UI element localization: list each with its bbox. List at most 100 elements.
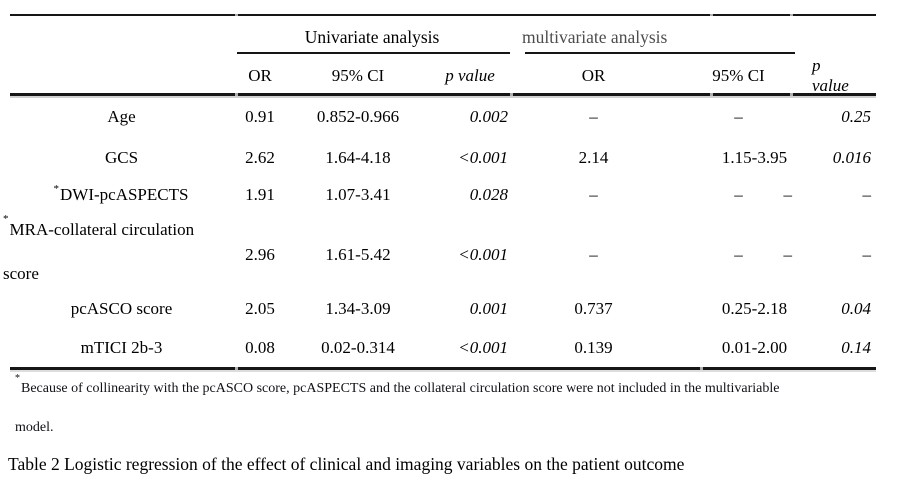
ci-multivariate-header: 95% CI: [712, 66, 765, 85]
p-univariate-value: 0.001: [469, 298, 508, 318]
rule-tick: [710, 93, 713, 96]
ci-univariate-value: 1.34-3.09: [325, 298, 391, 318]
or-multivariate-value: –: [589, 185, 598, 204]
footnote-text: Because of collinearity with the pcASCO …: [21, 381, 780, 396]
p-univariate-value: <0.001: [458, 148, 508, 167]
or-univariate-value: 2.62: [245, 148, 275, 167]
p-multivariate-value: 0.14: [841, 338, 871, 357]
table-header-rule: [10, 93, 876, 96]
univariate-group-header: Univariate analysis: [304, 27, 440, 47]
table-row: pcASCO score 2.05 1.34-3.09 0.001 0.737 …: [10, 291, 876, 326]
p-univariate-value: <0.001: [458, 244, 508, 264]
row-label-text: GCS: [104, 148, 139, 167]
table-top-rule: [10, 14, 876, 16]
rule-tick: [700, 367, 703, 370]
table-footnote-line2: model.: [15, 420, 54, 435]
ci-univariate-value: 1.61-5.42: [325, 244, 391, 264]
or-multivariate-value: 0.737: [574, 298, 613, 318]
row-label-text: DWI-pcASPECTS: [60, 185, 189, 204]
ci-multivariate-extra-dash: –: [783, 244, 793, 264]
column-gap: [512, 177, 522, 213]
row-label-text: Age: [107, 107, 136, 126]
ci-multivariate-text: 0.01-2.00: [721, 338, 788, 357]
ci-multivariate-extra-dash: –: [783, 185, 793, 204]
ci-multivariate-text: 1.15-3.95: [721, 148, 788, 167]
ci-multivariate-value: –: [665, 95, 812, 139]
row-label: mTICI 2b-3: [10, 326, 232, 370]
row-label: Age: [10, 95, 232, 139]
table-row: GCS 2.62 1.64-4.18 <0.001 2.14 1.15-3.95…: [10, 139, 876, 177]
ci-multivariate-text: –: [734, 244, 743, 264]
or-univariate-value: 2.96: [245, 244, 275, 264]
column-header-row: OR 95% CI p value OR 95% CI p value: [10, 56, 876, 96]
table-footnote-line1: *Because of collinearity with the pcASCO…: [15, 374, 900, 399]
or-univariate-header: OR: [248, 66, 272, 85]
multivariate-group-header: multivariate analysis: [522, 27, 668, 47]
rule-tick: [790, 93, 793, 96]
univariate-underline: [237, 52, 510, 54]
p-multivariate-value: 0.016: [832, 148, 871, 167]
column-gap: [512, 326, 522, 370]
or-multivariate-value: –: [589, 244, 598, 264]
row-label: pcASCO score: [10, 291, 232, 326]
ci-multivariate-text: –: [734, 185, 743, 204]
or-univariate-value: 2.05: [245, 298, 275, 318]
table-caption: Table 2 Logistic regression of the effec…: [8, 454, 685, 474]
rule-tick: [235, 93, 238, 96]
table-row: mTICI 2b-3 0.08 0.02-0.314 <0.001 0.139 …: [10, 326, 876, 370]
regression-table: Univariate analysis multivariate analysi…: [3, 0, 876, 372]
p-multivariate-value: –: [862, 185, 872, 204]
row-label: * DWI-pcASPECTS: [53, 183, 189, 205]
row-label: GCS: [10, 139, 232, 177]
column-gap: [512, 291, 522, 326]
rule-tick: [710, 14, 713, 16]
or-multivariate-value: 2.14: [578, 148, 609, 167]
ci-multivariate-text: 0.25-2.18: [721, 298, 788, 318]
ci-multivariate-value: – –: [665, 213, 812, 296]
or-multivariate-value: 0.139: [574, 338, 613, 357]
column-gap: [512, 95, 522, 139]
ci-multivariate-text: –: [734, 107, 743, 126]
row-label: *MRA-collateral circulation score: [3, 208, 209, 296]
column-gap: [512, 139, 522, 177]
ci-univariate-value: 1.07-3.41: [325, 185, 391, 204]
p-univariate-value: 0.028: [469, 185, 508, 204]
row-label-text: mTICI 2b-3: [80, 338, 163, 357]
row-label-text: pcASCO score: [70, 298, 173, 318]
ci-multivariate-value: 1.15-3.95: [665, 139, 812, 177]
ci-univariate-header: 95% CI: [331, 66, 385, 85]
asterisk-marker: *: [3, 213, 9, 226]
rule-tick: [235, 367, 238, 370]
or-multivariate-header: OR: [581, 66, 606, 85]
table-row: Age 0.91 0.852-0.966 0.002 – – 0.25: [10, 95, 876, 139]
ci-univariate-value: 0.852-0.966: [316, 107, 400, 126]
ci-univariate-value: 0.02-0.314: [321, 338, 395, 357]
rule-tick: [235, 14, 238, 16]
ci-multivariate-value: – –: [665, 177, 812, 213]
ci-multivariate-value: 0.01-2.00: [665, 326, 812, 370]
p-multivariate-value: –: [862, 244, 872, 264]
p-univariate-value: <0.001: [458, 338, 508, 357]
multivariate-underline: [525, 52, 795, 54]
p-multivariate-header: p value: [812, 56, 849, 95]
p-multivariate-value: 0.04: [841, 298, 871, 318]
table-row: * DWI-pcASPECTS 1.91 1.07-3.41 0.028 – – –…: [10, 177, 876, 213]
ci-univariate-value: 1.64-4.18: [325, 148, 391, 167]
or-univariate-value: 1.91: [245, 185, 275, 204]
row-label-text: MRA-collateral circulation score: [3, 220, 195, 283]
column-gap: [512, 56, 522, 96]
p-univariate-header: p value: [445, 66, 495, 85]
ci-multivariate-value: 0.25-2.18: [665, 291, 812, 326]
table-row: *MRA-collateral circulation score 2.96 1…: [3, 213, 876, 291]
rule-tick: [510, 93, 513, 96]
table-body: Age 0.91 0.852-0.966 0.002 – – 0.25 GCS …: [3, 95, 876, 370]
asterisk-marker: *: [15, 373, 20, 385]
column-gap: [512, 213, 522, 296]
table-bottom-rule: [10, 367, 876, 370]
or-multivariate-value: –: [589, 107, 598, 126]
or-univariate-value: 0.08: [245, 338, 275, 357]
p-univariate-value: 0.002: [469, 107, 508, 126]
or-univariate-value: 0.91: [245, 107, 275, 126]
p-multivariate-value: 0.25: [841, 107, 871, 126]
